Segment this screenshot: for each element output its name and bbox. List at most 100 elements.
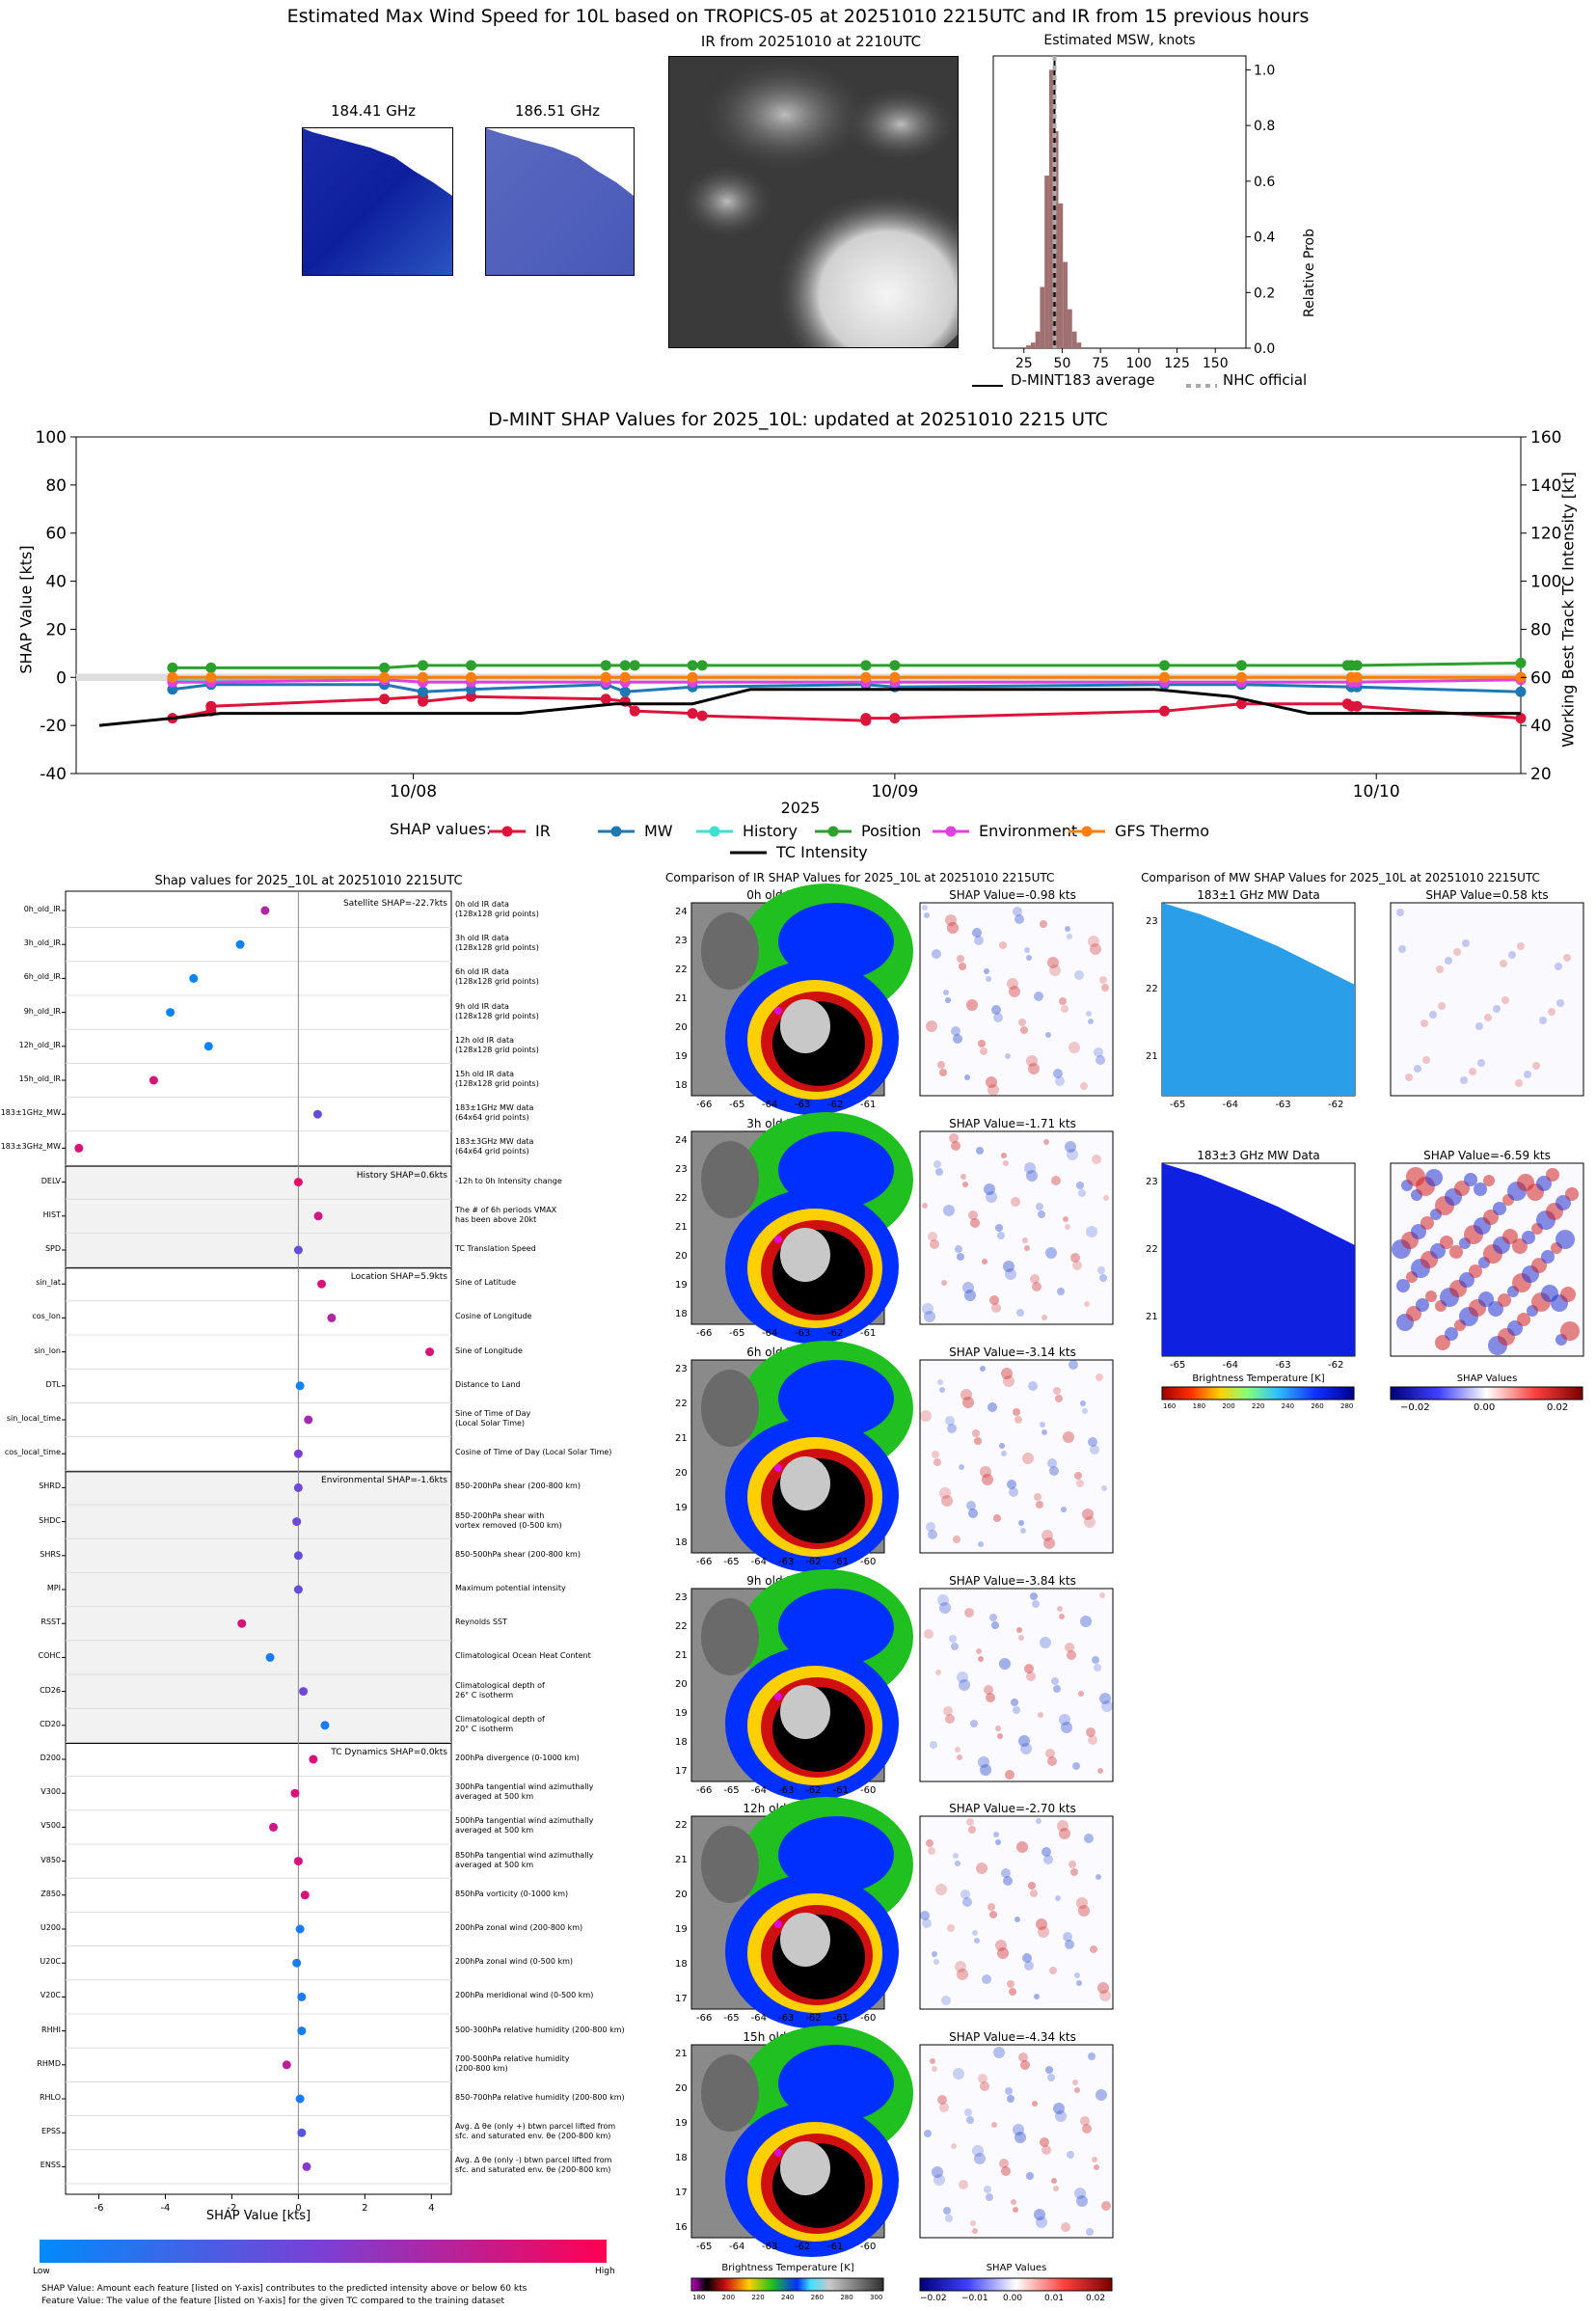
feature-dot — [313, 1211, 323, 1221]
feature-dot — [260, 906, 270, 915]
hist-xtick-label: 100 — [1125, 356, 1151, 371]
group-band — [66, 1165, 451, 1267]
ir-ytick: 20 — [675, 1022, 688, 1033]
ir-xtick: -65 — [729, 1328, 745, 1339]
ir-ytick: 22 — [675, 1820, 688, 1831]
feature-dot — [189, 973, 199, 983]
mw-colorbar — [1161, 1386, 1355, 1400]
feature-desc: (64x64 grid points) — [455, 1113, 529, 1123]
feature-name: V20C — [40, 1991, 61, 2000]
hist-bar — [1026, 345, 1031, 348]
feature-dot — [320, 1721, 330, 1730]
ir-xtick: -61 — [832, 1557, 849, 1567]
ir-xtick: -64 — [762, 1100, 778, 1110]
series-point — [889, 713, 901, 724]
feature-dot — [293, 1482, 303, 1492]
ir-xtick: -63 — [795, 1328, 811, 1339]
feature-desc: Climatological depth of — [455, 1680, 545, 1690]
feature-name: V500 — [41, 1821, 61, 1831]
feature-dot — [237, 1618, 247, 1628]
hist-bar — [1048, 69, 1054, 348]
ir-ytick: 19 — [675, 2118, 688, 2129]
feature-desc: 850-200hPa shear with — [455, 1510, 545, 1520]
series-point — [418, 695, 429, 707]
ir-shap-image — [919, 1815, 1114, 2010]
feature-name: COHC — [38, 1651, 61, 1661]
series-point — [167, 662, 178, 673]
ir-image — [690, 884, 913, 1115]
ir-row-shap: SHAP Value=-3.84 kts — [949, 1574, 1076, 1588]
feature-name: cos_lon — [32, 1312, 61, 1321]
mw-xtick: -62 — [1328, 1360, 1344, 1371]
ir-shap-image — [919, 1359, 1114, 1554]
feature-desc: (128x128 grid points) — [455, 1079, 539, 1088]
feature-name: EPSS — [41, 2127, 61, 2136]
ir-xtick: -66 — [696, 1557, 713, 1567]
feature-dot — [292, 1517, 302, 1527]
ts-ytick-label: 60 — [45, 525, 67, 544]
series-point — [889, 671, 901, 683]
ir-ytick: 19 — [675, 1280, 688, 1291]
ir-xtick: -64 — [762, 1328, 778, 1339]
group-label: Satellite SHAP=-22.7kts — [342, 899, 447, 909]
feature-desc: sfc. and saturated env. θe (200-800 km) — [455, 2132, 611, 2141]
feature-desc: 850-200hPa shear (200-800 km) — [455, 1482, 581, 1491]
feature-name: CD26 — [40, 1685, 61, 1695]
legend-avg: D-MINT183 average — [1011, 371, 1155, 389]
footnote-2: Feature Value: The value of the feature … — [41, 2297, 505, 2306]
series-point — [1158, 660, 1170, 671]
feature-name: 6h_old_IR — [23, 972, 61, 982]
series-point — [600, 671, 611, 683]
feature-name: V850 — [41, 1855, 61, 1864]
ir-xtick: -66 — [696, 1785, 713, 1796]
ir-ytick: 23 — [675, 1364, 688, 1374]
series-point — [687, 708, 698, 720]
feature-desc: 3h old IR data — [455, 934, 509, 943]
feature-desc: 850hPa tangential wind azimuthally — [455, 1850, 594, 1860]
series-point — [167, 671, 178, 683]
feature-colorbar — [40, 2240, 607, 2263]
feature-name: SHRD — [39, 1482, 61, 1491]
ir-row-shap: SHAP Value=-1.71 kts — [949, 1117, 1076, 1130]
feature-dot — [304, 1415, 313, 1425]
feature-name: CD20 — [40, 1719, 61, 1728]
feature-desc: (64x64 grid points) — [455, 1147, 529, 1156]
feature-desc: (128x128 grid points) — [455, 943, 539, 953]
feature-desc: Reynolds SST — [455, 1618, 507, 1627]
ir-shap-image — [919, 1130, 1114, 1325]
series-point — [1351, 660, 1363, 671]
ir-ytick: 18 — [675, 1537, 688, 1548]
feature-desc: Sine of Latitude — [455, 1278, 517, 1288]
ts-y2tick-label: 80 — [1530, 620, 1552, 639]
ts-ytick-label: 0 — [56, 668, 67, 688]
feature-desc: 500hPa tangential wind azimuthally — [455, 1816, 594, 1826]
ir-shap-image — [919, 2044, 1114, 2239]
series-point — [860, 713, 872, 724]
ir-xtick: -64 — [750, 1557, 767, 1567]
series-point — [379, 693, 391, 705]
feature-name: RHHI — [41, 2025, 61, 2034]
ir-xtick: -66 — [696, 2013, 713, 2024]
feature-dot — [300, 1890, 310, 1900]
ir-ytick: 23 — [675, 936, 688, 946]
ir-ytick: 20 — [675, 2083, 688, 2094]
hist-bar — [1040, 286, 1045, 348]
ir-panel-title: Comparison of IR SHAP Values for 2025_10… — [665, 871, 1055, 884]
ir-ytick: 21 — [675, 1855, 688, 1865]
hist-bar — [1063, 261, 1069, 348]
mw-xtick: -64 — [1222, 1100, 1238, 1110]
ir-xtick: -62 — [805, 1785, 822, 1796]
feature-dot — [269, 1822, 279, 1832]
group-label: Environmental SHAP=-1.6kts — [321, 1476, 447, 1486]
series-point — [629, 705, 640, 717]
ir-ytick: 23 — [675, 1164, 688, 1175]
legend-swatch — [1069, 826, 1105, 837]
series-point — [687, 671, 698, 683]
feature-dot — [317, 1279, 327, 1289]
ir-ytick: 18 — [675, 2153, 688, 2163]
ir-image — [690, 1797, 913, 2028]
ir-row-shap: SHAP Value=-4.34 kts — [949, 2030, 1076, 2044]
ir-row-shap: SHAP Value=-3.14 kts — [949, 1346, 1076, 1359]
feature-dot — [235, 939, 245, 949]
feature-desc: 26° C isotherm — [455, 1690, 514, 1699]
